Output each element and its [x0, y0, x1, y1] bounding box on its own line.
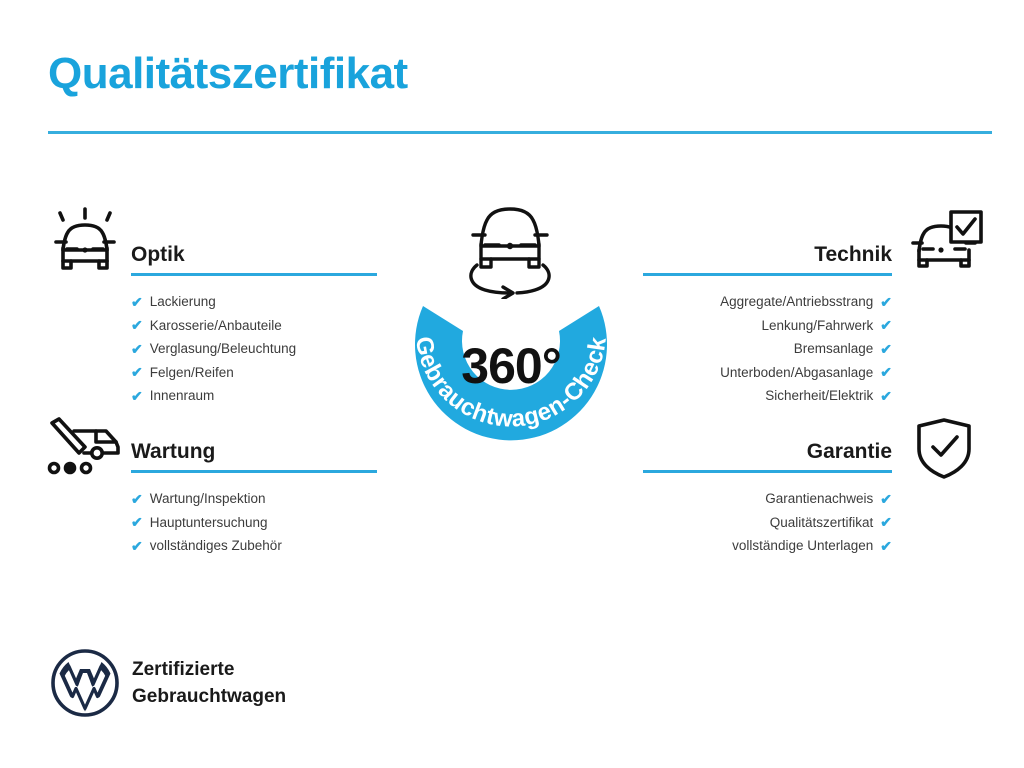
list-item-label: vollständiges Zubehör: [149, 538, 282, 553]
shield-check-icon: [912, 416, 976, 480]
list-item: ✔ Lackierung: [131, 290, 377, 314]
badge-ring: [415, 306, 607, 441]
list-item: Sicherheit/Elektrik ✔: [643, 384, 892, 408]
section-optik-list: ✔ Lackierung ✔ Karosserie/Anbauteile ✔ V…: [131, 290, 377, 408]
list-item: ✔ Karosserie/Anbauteile: [131, 314, 377, 338]
check-icon: ✔: [880, 364, 892, 381]
section-optik-header: Optik: [131, 242, 377, 276]
list-item: ✔ vollständiges Zubehör: [131, 534, 377, 558]
section-wartung-header: Wartung: [131, 439, 377, 473]
section-garantie-divider: [643, 470, 892, 473]
check-icon: ✔: [880, 490, 892, 507]
page-title: Qualitätszertifikat: [48, 49, 408, 98]
footer-caption: Zertifizierte Gebrauchtwagen: [132, 656, 286, 710]
list-item: Aggregate/Antriebsstrang ✔: [643, 290, 892, 314]
list-item-label: Qualitätszertifikat: [769, 514, 874, 530]
wrench-car-icon: [44, 415, 126, 477]
gebrauchtwagen-check-badge: Gebrauchtwagen-Check: [410, 306, 611, 441]
list-item: ✔ Verglasung/Beleuchtung: [131, 337, 377, 361]
list-item-label: vollständige Unterlagen: [732, 538, 874, 553]
list-item: ✔ Wartung/Inspektion: [131, 487, 377, 511]
check-icon: ✔: [131, 537, 143, 554]
check-icon: ✔: [880, 340, 892, 357]
check-icon: ✔: [131, 293, 143, 310]
check-icon: ✔: [880, 317, 892, 334]
list-item-label: Felgen/Reifen: [149, 364, 234, 380]
section-technik-header: Technik: [643, 242, 892, 276]
section-optik: Optik ✔ Lackierung ✔ Karosserie/Anbautei…: [131, 242, 377, 408]
check-icon: ✔: [131, 340, 143, 357]
list-item: ✔ Felgen/Reifen: [131, 361, 377, 385]
list-item-label: Bremsanlage: [793, 341, 874, 356]
list-item-label: Lackierung: [149, 294, 216, 309]
section-technik-divider: [643, 273, 892, 276]
list-item: ✔ Innenraum: [131, 384, 377, 408]
car-rotate-360-icon: [469, 207, 551, 299]
list-item-label: Sicherheit/Elektrik: [765, 388, 874, 403]
list-item-label: Aggregate/Antriebsstrang: [720, 294, 874, 309]
volkswagen-logo: [51, 649, 119, 717]
section-technik: Technik Aggregate/Antriebsstrang ✔ Lenku…: [643, 242, 892, 408]
car-checkbox-icon: [905, 206, 985, 274]
list-item-label: Lenkung/Fahrwerk: [761, 317, 874, 333]
list-item-label: Unterboden/Abgasanlage: [720, 364, 874, 380]
list-item: Bremsanlage ✔: [643, 337, 892, 361]
check-icon: ✔: [880, 387, 892, 404]
section-garantie-title: Garantie: [806, 440, 892, 463]
list-item: ✔ Hauptuntersuchung: [131, 511, 377, 535]
check-icon: ✔: [880, 514, 892, 531]
car-front-shine-icon: [44, 205, 126, 277]
list-item-label: Hauptuntersuchung: [149, 514, 268, 530]
section-garantie-list: Garantienachweis ✔ Qualitätszertifikat ✔…: [643, 487, 892, 558]
footer-line-2: Gebrauchtwagen: [132, 686, 287, 707]
check-icon: ✔: [880, 537, 892, 554]
list-item-label: Innenraum: [149, 388, 215, 403]
section-garantie-header: Garantie: [643, 439, 892, 473]
list-item: Unterboden/Abgasanlage ✔: [643, 361, 892, 385]
section-wartung: Wartung ✔ Wartung/Inspektion ✔ Hauptunte…: [131, 439, 377, 558]
section-optik-divider: [131, 273, 377, 276]
check-icon: ✔: [131, 317, 143, 334]
section-wartung-divider: [131, 470, 377, 473]
badge-center-label: 360°: [461, 338, 561, 394]
title-divider: [48, 131, 992, 134]
check-icon: ✔: [131, 514, 143, 531]
section-wartung-title: Wartung: [131, 440, 216, 463]
list-item: Garantienachweis ✔: [643, 487, 892, 511]
list-item: Qualitätszertifikat ✔: [643, 511, 892, 535]
section-technik-title: Technik: [814, 243, 892, 266]
check-icon: ✔: [131, 490, 143, 507]
section-optik-title: Optik: [131, 243, 185, 266]
list-item: Lenkung/Fahrwerk ✔: [643, 314, 892, 338]
check-icon: ✔: [131, 364, 143, 381]
list-item-label: Garantienachweis: [765, 491, 874, 506]
footer-line-1: Zertifizierte: [132, 659, 235, 680]
section-technik-list: Aggregate/Antriebsstrang ✔ Lenkung/Fahrw…: [643, 290, 892, 408]
list-item-label: Verglasung/Beleuchtung: [149, 341, 297, 356]
check-icon: ✔: [880, 293, 892, 310]
section-wartung-list: ✔ Wartung/Inspektion ✔ Hauptuntersuchung…: [131, 487, 377, 558]
list-item-label: Karosserie/Anbauteile: [149, 317, 282, 333]
section-garantie: Garantie Garantienachweis ✔ Qualitätszer…: [643, 439, 892, 558]
list-item: vollständige Unterlagen ✔: [643, 534, 892, 558]
check-icon: ✔: [131, 387, 143, 404]
list-item-label: Wartung/Inspektion: [149, 491, 266, 506]
